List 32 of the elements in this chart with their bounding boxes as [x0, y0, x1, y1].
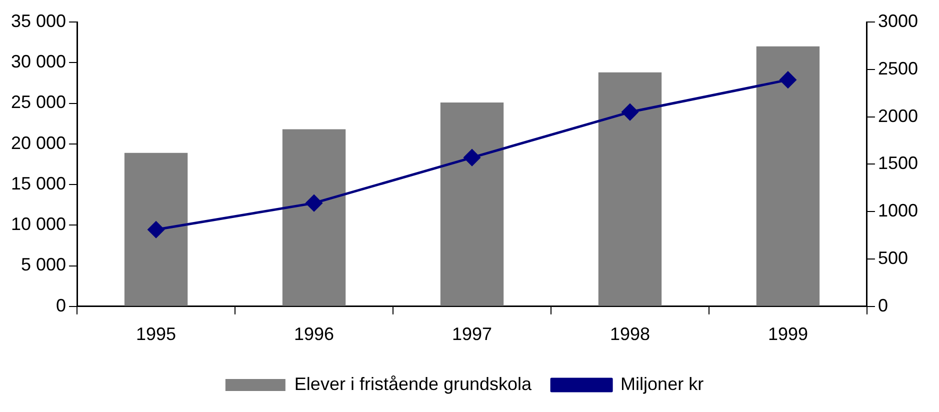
- y2-tick-label: 1500: [878, 153, 918, 174]
- bar: [282, 129, 346, 306]
- x-tick-label: 1996: [294, 324, 334, 344]
- x-tick-label: 1997: [452, 324, 492, 344]
- y2-tick-label: 3000: [878, 10, 918, 31]
- x-tick-label: 1995: [136, 324, 176, 344]
- point: [306, 194, 322, 212]
- point: [780, 72, 796, 88]
- legend-label: Elever i fristående grundskola: [294, 374, 533, 394]
- bar: [756, 46, 820, 306]
- x-tick-label: 1998: [610, 324, 650, 344]
- y2-tick-label: 500: [878, 248, 908, 268]
- bar: [124, 152, 188, 306]
- y-tick-label: 35 000: [10, 10, 66, 31]
- point: [148, 221, 164, 238]
- y2-tick-label: 0: [878, 295, 888, 316]
- y-tick-label: 30 000: [10, 52, 66, 72]
- bar: [440, 102, 504, 306]
- x-tick-label: 1999: [768, 324, 808, 344]
- bar: [598, 72, 662, 306]
- point: [622, 104, 638, 120]
- y2-tick-label: 2000: [878, 106, 918, 126]
- legend-label: Miljoner kr: [620, 374, 704, 394]
- y2-tick-label: 2500: [878, 58, 918, 78]
- y-tick-label: 25 000: [10, 92, 66, 112]
- y-tick-label: 20 000: [10, 132, 66, 153]
- y2-tick-label: 1000: [878, 200, 918, 221]
- y-tick-label: 10 000: [10, 214, 66, 234]
- point: [464, 149, 480, 166]
- y-tick-label: 0: [56, 295, 66, 316]
- y-tick-label: 15 000: [10, 173, 66, 194]
- y-tick-label: 5 000: [21, 254, 66, 275]
